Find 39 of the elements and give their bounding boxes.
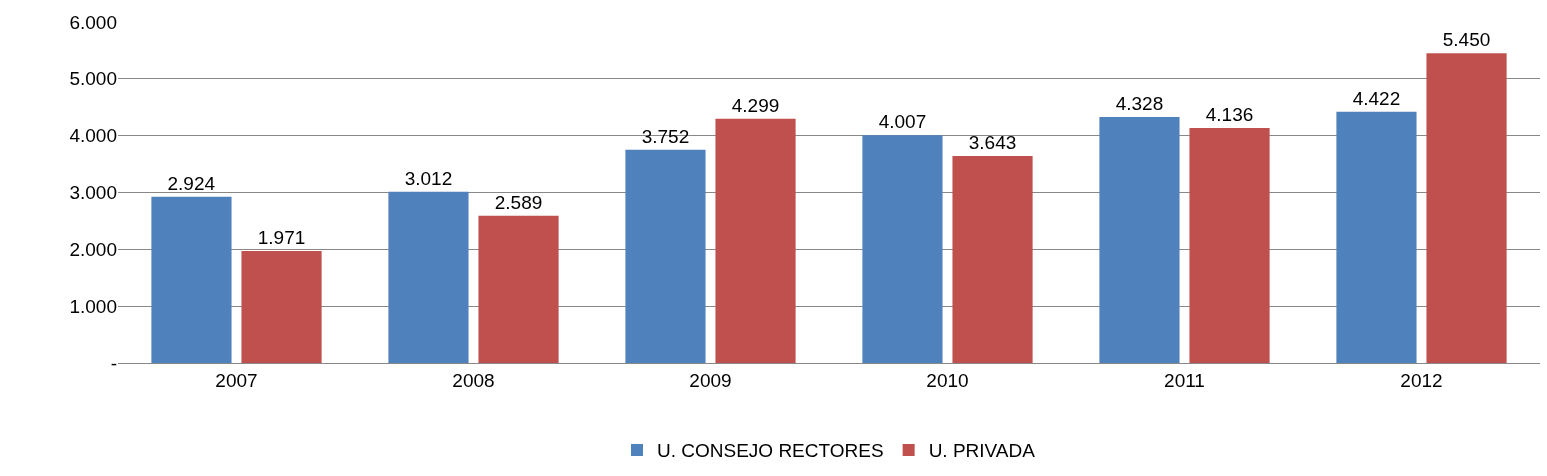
data-label: 4.328 (1115, 93, 1164, 115)
legend-label: U. CONSEJO RECTORES (657, 440, 884, 462)
data-label: 1.971 (257, 226, 306, 248)
x-tick-label: 2012 (1400, 369, 1443, 391)
y-tick-label: - (110, 352, 117, 374)
data-label: 5.450 (1442, 29, 1491, 51)
x-tick-label: 2010 (926, 369, 969, 391)
data-label: 4.299 (731, 94, 780, 116)
data-label: 3.643 (968, 131, 1017, 153)
data-label: 4.136 (1205, 103, 1254, 125)
bar (862, 135, 943, 363)
bar (478, 215, 559, 363)
data-label: 4.007 (878, 111, 927, 133)
bar (388, 191, 469, 363)
x-tick-label: 2007 (215, 369, 258, 391)
bar (151, 196, 232, 363)
bar (1426, 53, 1507, 363)
bar (715, 118, 796, 363)
bar (952, 155, 1033, 363)
bar (1336, 111, 1417, 363)
x-tick-label: 2009 (689, 369, 732, 391)
bar (625, 149, 706, 363)
y-tick-label: 2.000 (69, 238, 117, 260)
bar (1099, 117, 1180, 363)
y-tick-label: 5.000 (69, 68, 117, 90)
y-tick-label: 4.000 (69, 125, 117, 147)
x-tick-label: 2008 (452, 369, 495, 391)
bar (241, 250, 322, 363)
x-tick-label: 2011 (1164, 369, 1205, 391)
data-label: 3.752 (641, 125, 690, 147)
data-label: 2.924 (167, 172, 216, 194)
y-tick-label: 1.000 (69, 295, 117, 317)
legend-label: U. PRIVADA (928, 440, 1036, 462)
data-label: 4.422 (1352, 87, 1401, 109)
data-label: 3.012 (404, 167, 453, 189)
y-tick-label: 6.000 (69, 11, 117, 33)
data-label: 2.589 (494, 191, 543, 213)
bar (1189, 127, 1270, 363)
y-tick-label: 3.000 (69, 182, 117, 204)
